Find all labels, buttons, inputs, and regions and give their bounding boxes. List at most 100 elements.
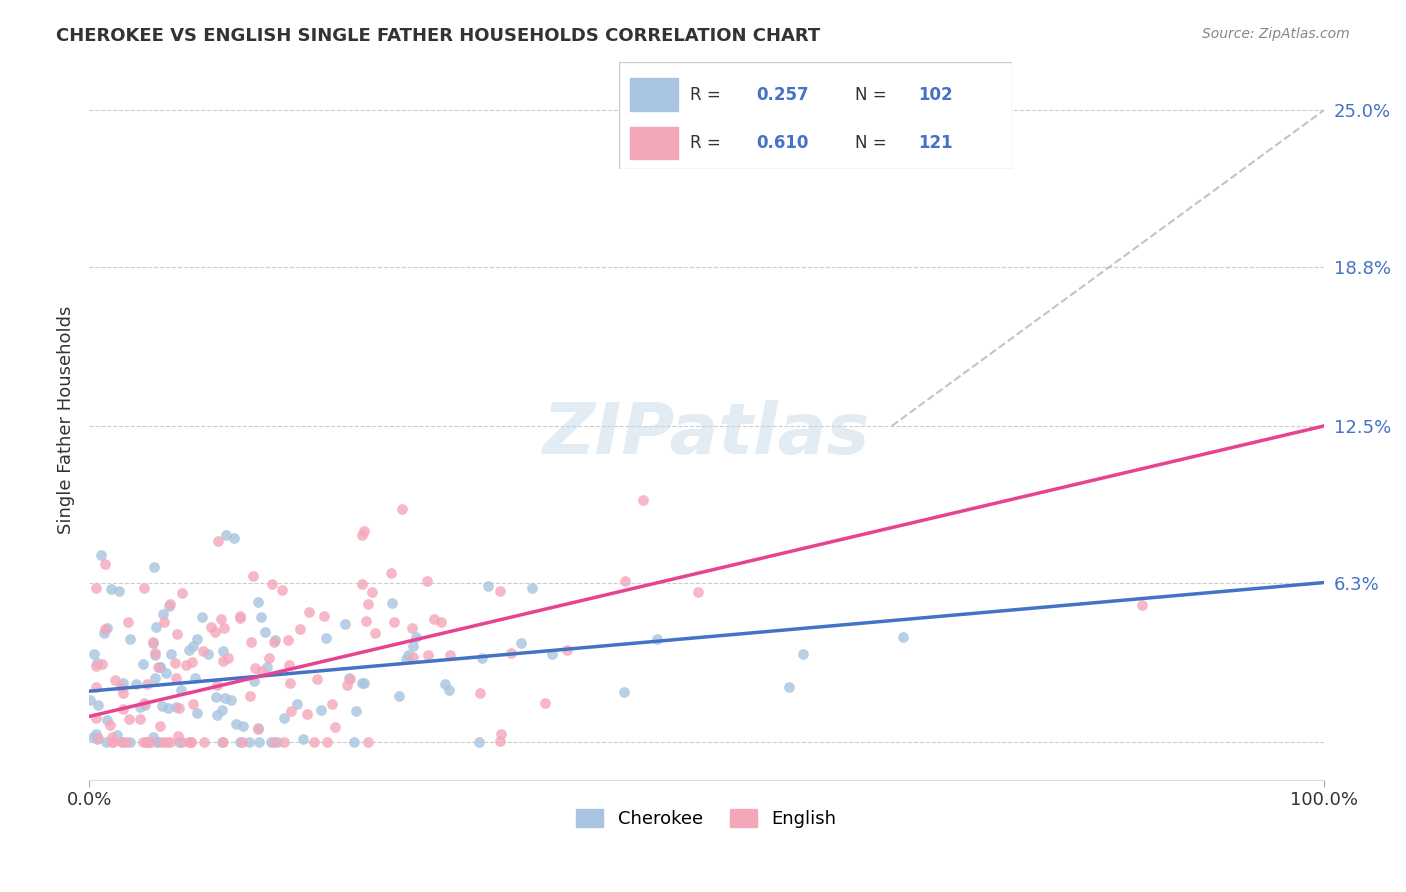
Point	[239, 689, 262, 703]
Point	[177, 735, 200, 749]
Point	[277, 658, 299, 673]
Point	[242, 569, 264, 583]
Point	[84, 680, 107, 694]
Point	[273, 735, 295, 749]
Point	[388, 690, 411, 704]
Point	[416, 574, 439, 589]
Point	[263, 735, 285, 749]
Point	[112, 675, 135, 690]
Point	[336, 678, 359, 692]
Point	[180, 735, 202, 749]
Point	[86, 727, 108, 741]
Text: 121: 121	[918, 134, 952, 152]
Point	[352, 527, 374, 541]
Point	[134, 696, 156, 710]
Point	[430, 615, 453, 630]
Point	[180, 735, 202, 749]
Point	[155, 666, 177, 681]
Point	[152, 735, 174, 749]
Point	[211, 612, 233, 626]
Point	[246, 721, 269, 735]
Point	[302, 735, 325, 749]
Point	[253, 625, 276, 640]
Point	[101, 735, 124, 749]
Point	[247, 735, 270, 749]
Point	[337, 672, 360, 686]
Point	[219, 692, 242, 706]
Point	[321, 697, 343, 711]
Point	[170, 683, 193, 698]
Point	[108, 584, 131, 599]
Point	[101, 730, 124, 744]
Point	[352, 676, 374, 690]
Point	[263, 635, 285, 649]
Point	[104, 673, 127, 687]
Point	[94, 622, 117, 636]
Point	[225, 717, 247, 731]
Point	[142, 635, 165, 649]
Point	[292, 731, 315, 746]
Point	[353, 676, 375, 690]
Text: Source: ZipAtlas.com: Source: ZipAtlas.com	[1202, 27, 1350, 41]
Point	[510, 636, 533, 650]
Y-axis label: Single Father Households: Single Father Households	[58, 305, 75, 533]
Bar	[630, 78, 678, 111]
Point	[139, 735, 162, 749]
Point	[238, 735, 260, 749]
Point	[172, 735, 194, 749]
Text: R =: R =	[689, 86, 725, 103]
Point	[489, 727, 512, 741]
Point	[180, 655, 202, 669]
Point	[1130, 599, 1153, 613]
Point	[396, 648, 419, 662]
Point	[778, 680, 800, 694]
Point	[193, 735, 215, 749]
Point	[87, 698, 110, 712]
Point	[423, 612, 446, 626]
Point	[211, 644, 233, 658]
FancyBboxPatch shape	[619, 62, 1012, 169]
Point	[111, 685, 134, 699]
Point	[82, 730, 104, 744]
Point	[380, 566, 402, 580]
Text: N =: N =	[855, 134, 891, 152]
Point	[264, 632, 287, 647]
Point	[117, 615, 139, 629]
Point	[437, 682, 460, 697]
Point	[243, 673, 266, 688]
Point	[285, 697, 308, 711]
Point	[246, 723, 269, 737]
Point	[96, 713, 118, 727]
Point	[204, 625, 226, 640]
Point	[312, 609, 335, 624]
Point	[343, 735, 366, 749]
Point	[79, 693, 101, 707]
Point	[111, 735, 134, 749]
Point	[157, 599, 180, 613]
Point	[357, 735, 380, 749]
Point	[165, 656, 187, 670]
Point	[273, 711, 295, 725]
Point	[250, 609, 273, 624]
Point	[128, 712, 150, 726]
Point	[298, 605, 321, 619]
Point	[357, 597, 380, 611]
Point	[110, 681, 132, 695]
Point	[288, 623, 311, 637]
Point	[214, 620, 236, 634]
Point	[159, 597, 181, 611]
Point	[200, 620, 222, 634]
Point	[207, 533, 229, 548]
Point	[468, 735, 491, 749]
Point	[107, 728, 129, 742]
Point	[477, 579, 499, 593]
Point	[98, 718, 121, 732]
Point	[149, 659, 172, 673]
Point	[159, 735, 181, 749]
Point	[166, 730, 188, 744]
Point	[395, 651, 418, 665]
Point	[315, 631, 337, 645]
Point	[344, 705, 367, 719]
Point	[260, 577, 283, 591]
Point	[183, 671, 205, 685]
